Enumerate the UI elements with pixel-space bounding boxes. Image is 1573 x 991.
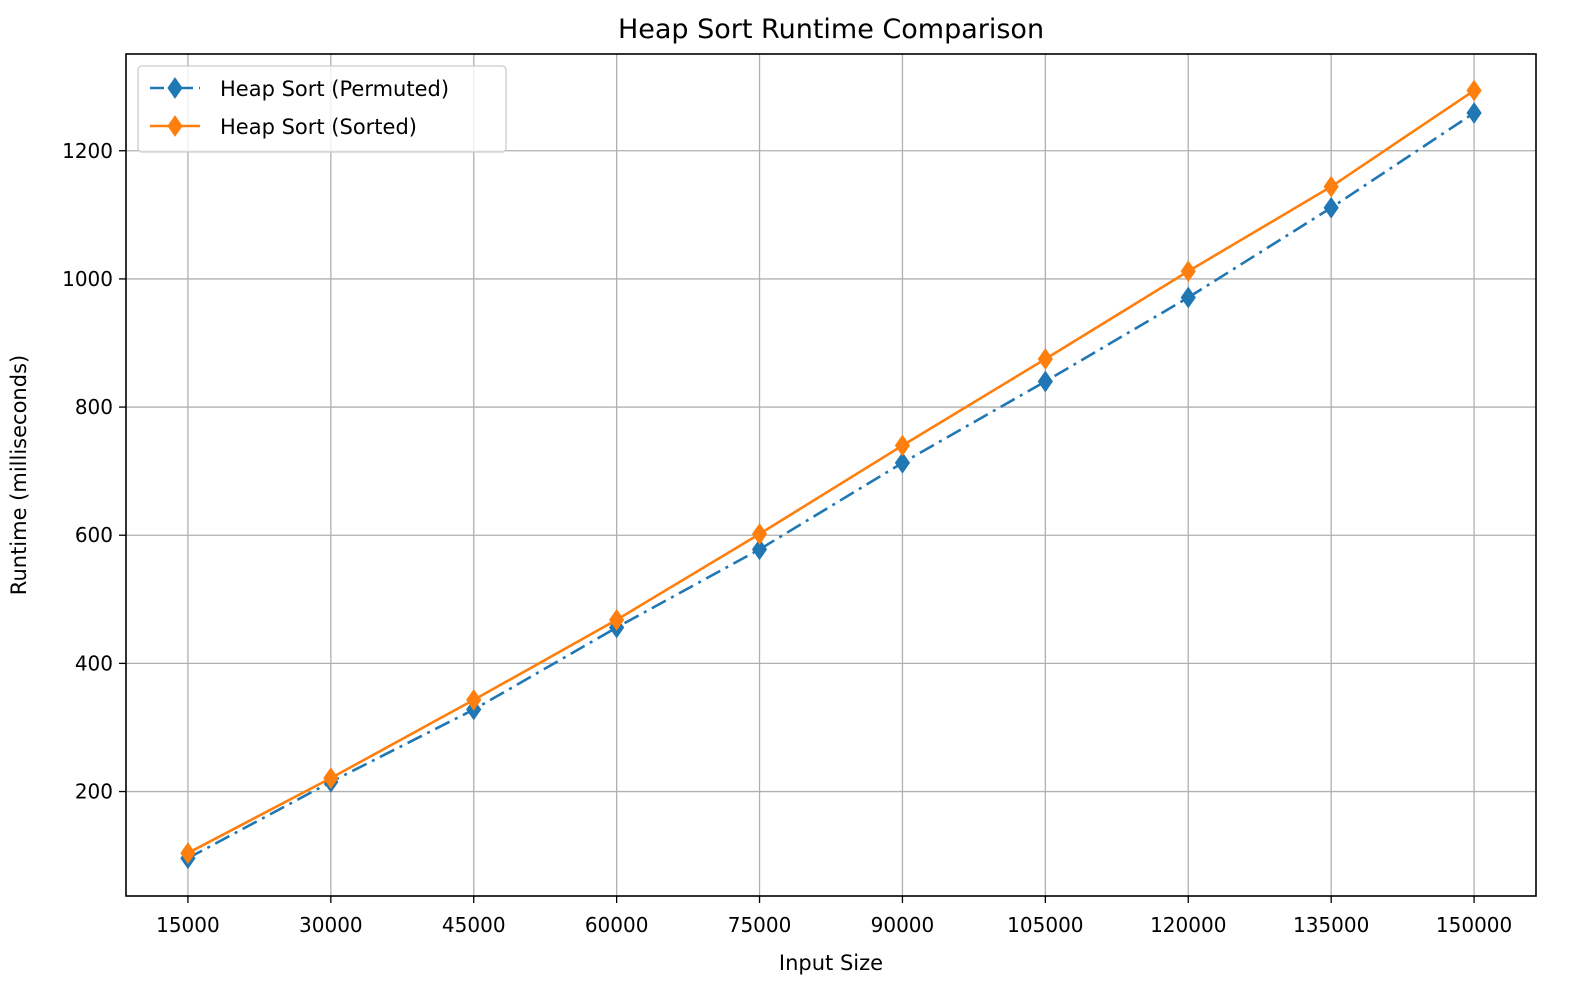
legend: Heap Sort (Permuted) Heap Sort (Sorted)	[137, 65, 507, 153]
series-line	[187, 89, 1475, 855]
data-point-marker	[894, 434, 911, 457]
legend-label: Heap Sort (Sorted)	[220, 115, 417, 139]
x-tick-label: 150000	[1436, 913, 1512, 937]
data-point-marker	[1180, 286, 1196, 309]
legend-label: Heap Sort (Permuted)	[220, 77, 449, 101]
data-point-marker	[1466, 102, 1482, 124]
series-2	[180, 79, 1482, 864]
legend-box	[137, 65, 507, 153]
x-tick-label: 45000	[442, 913, 506, 937]
data-point-marker	[609, 608, 625, 631]
y-tick-label: 800	[75, 395, 113, 419]
data-point-marker	[894, 451, 911, 474]
x-tick-label: 120000	[1150, 913, 1226, 937]
data-point-marker	[1180, 260, 1196, 283]
x-tick-label: 15000	[156, 913, 220, 937]
legend-entry: Heap Sort (Permuted)	[150, 77, 449, 101]
data-point-marker	[751, 538, 768, 561]
x-tick-label: 105000	[1007, 913, 1083, 937]
data-point-marker	[466, 689, 482, 711]
x-tick-label: 30000	[299, 913, 363, 937]
data-point-marker	[1323, 175, 1339, 198]
x-tick-label: 75000	[728, 913, 792, 937]
x-axis-ticks: 15000 30000 45000 60000 75000 90000 105000 1200…	[156, 896, 1512, 937]
legend-marker-sample	[167, 77, 183, 99]
y-tick-label: 200	[75, 780, 113, 804]
x-tick-label: 60000	[585, 913, 649, 937]
legend-entries: Heap Sort (Permuted) Heap Sort (Sorted)	[150, 77, 449, 139]
data-point-marker	[1037, 348, 1053, 370]
data-point-marker	[1037, 370, 1053, 393]
legend-entry: Heap Sort (Sorted)	[150, 115, 417, 139]
x-tick-label: 90000	[871, 913, 935, 937]
y-tick-label: 1200	[62, 139, 113, 163]
y-tick-label: 600	[75, 523, 113, 547]
x-tick-label: 135000	[1293, 913, 1369, 937]
series-layer	[180, 79, 1482, 870]
plot-area-frame	[125, 53, 1537, 897]
y-tick-label: 400	[75, 651, 113, 675]
chart-title: Heap Sort Runtime Comparison	[618, 14, 1044, 45]
y-axis-label: Runtime (milliseconds)	[7, 355, 31, 595]
legend-marker-sample	[167, 115, 183, 137]
y-axis-ticks: 200 400 600 800 1000 1200	[62, 139, 126, 804]
data-point-marker	[180, 842, 196, 864]
x-axis-label: Input Size	[779, 951, 883, 975]
data-point-marker	[1466, 79, 1482, 102]
y-tick-label: 1000	[62, 267, 113, 291]
series-line	[187, 111, 1475, 860]
data-point-marker	[323, 767, 339, 789]
data-point-marker	[751, 523, 768, 545]
data-point-marker	[1323, 196, 1339, 219]
